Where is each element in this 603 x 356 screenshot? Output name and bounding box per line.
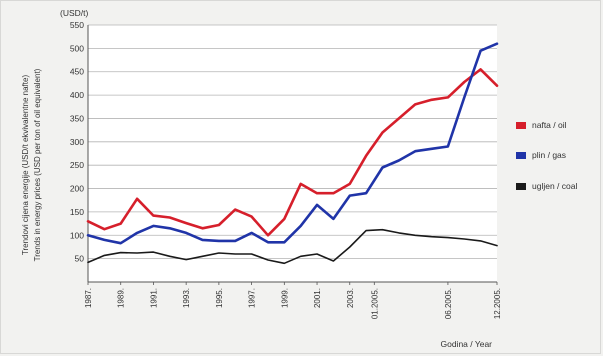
x-tick-label: 2001. [313,288,322,308]
x-axis: 1987. 1989. 1991. 1993. 1995. 1997. 1999. 2001.… [84,281,502,319]
x-tick-label: 1999. [280,288,289,308]
legend-coal-swatch [516,183,526,190]
y-tick-label: 300 [70,137,84,147]
legend-coal-label: ugljen / coal [532,181,577,191]
x-tick-label: 12.2005. [493,288,502,319]
y-tick-label: 250 [70,160,84,170]
x-tick-label: 1997. [248,288,257,308]
x-tick-label: 1989. [117,288,126,308]
x-tick-label: 1987. [84,288,93,308]
x-tick-label: 1991. [149,288,158,308]
y-tick-label: 500 [70,43,84,53]
series-line-oil [86,68,499,237]
y-tick-label: 550 [70,20,84,30]
y-axis: 50 100 150 200 250 300 350 400 450 500 550 (USD/t) [60,8,89,282]
y-axis-title-en: Trends in energy prices (USD per ton of … [33,68,42,261]
y-unit-label: (USD/t) [60,8,89,18]
grid-lines [88,24,497,260]
y-tick-label: 450 [70,67,84,77]
series-line-gas [86,42,499,245]
x-tick-label: 2003. [346,288,355,308]
plot-background [88,25,497,282]
axis-titles: Trendovi cijena energije (USD/t ekvivale… [21,68,492,349]
x-tick-label: 1995. [215,288,224,308]
series-line-coal [87,228,498,265]
y-tick-label: 200 [70,184,84,194]
y-axis-title-hr: Trendovi cijena energije (USD/t ekvivale… [21,75,30,256]
y-tick-label: 100 [70,230,84,240]
legend-oil-swatch [516,122,526,129]
x-tick-label: 1993. [182,288,191,308]
y-tick-label: 150 [70,207,84,217]
legend: nafta / oil plin / gas ugljen / coal [516,120,577,191]
y-tick-label: 50 [75,254,85,264]
legend-gas-swatch [516,152,526,159]
legend-oil-label: nafta / oil [532,120,567,130]
x-axis-title: Godina / Year [440,339,492,349]
x-tick-label: 06.2005. [444,288,453,319]
y-tick-label: 400 [70,90,84,100]
series-layer [86,42,499,265]
y-tick-label: 350 [70,113,84,123]
x-tick-label: 01.2005. [370,288,379,319]
legend-gas-label: plin / gas [532,150,566,160]
